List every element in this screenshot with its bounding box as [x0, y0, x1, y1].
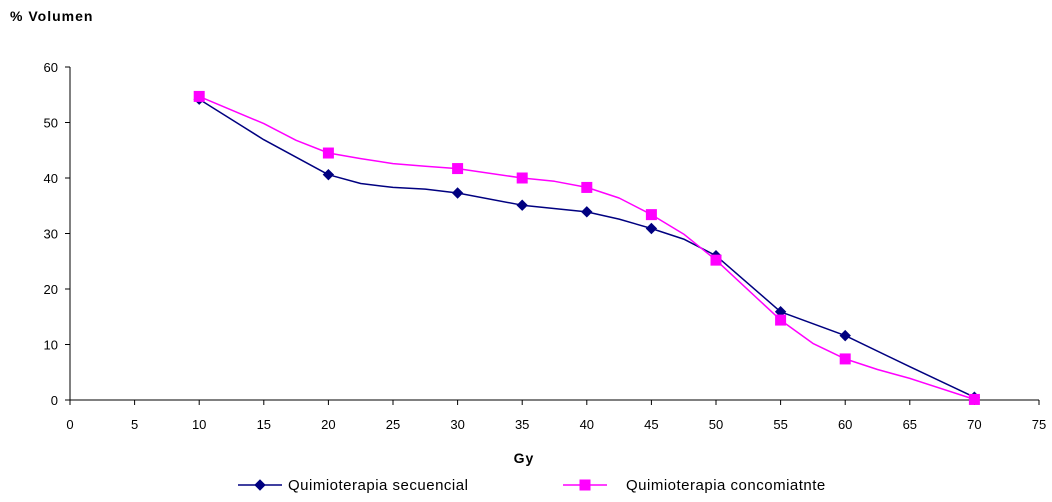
y-tick-label: 40	[44, 171, 58, 186]
x-tick-label: 55	[773, 417, 787, 432]
x-tick-label: 40	[580, 417, 594, 432]
x-tick-label: 45	[644, 417, 658, 432]
y-tick-label: 0	[51, 393, 58, 408]
x-tick-label: 20	[321, 417, 335, 432]
data-point	[839, 329, 851, 342]
y-tick-label: 30	[44, 227, 58, 242]
data-point	[322, 168, 335, 181]
x-tick-label: 30	[450, 417, 464, 432]
data-point	[516, 172, 528, 184]
legend-marker	[579, 479, 591, 491]
y-tick-label: 60	[44, 60, 58, 75]
x-tick-label: 60	[838, 417, 852, 432]
data-point	[581, 206, 593, 218]
series-line	[198, 95, 976, 401]
data-point	[322, 147, 334, 159]
data-point	[710, 254, 722, 266]
legend-label: Quimioterapia secuencial	[288, 477, 468, 494]
y-tick-label: 20	[44, 282, 58, 297]
y-tick-label: 10	[44, 338, 58, 353]
legend-item-2: Quimioterapia concomiatnte	[563, 477, 826, 494]
legend: Quimioterapia secuencial Quimioterapia co…	[238, 477, 826, 494]
data-point	[581, 181, 593, 193]
x-tick-label: 15	[257, 417, 271, 432]
data-point	[839, 353, 851, 365]
series-1	[193, 93, 981, 403]
x-tick-label: 75	[1032, 417, 1046, 432]
legend-marker	[254, 479, 266, 491]
legend-label: Quimioterapia concomiatnte	[626, 477, 826, 494]
x-tick-label: 10	[192, 417, 206, 432]
x-tick-label: 25	[386, 417, 400, 432]
series-layer	[193, 90, 981, 405]
x-tick-label: 5	[131, 417, 138, 432]
data-point	[775, 314, 787, 326]
x-tick-label: 70	[967, 417, 981, 432]
x-tick-label: 35	[515, 417, 529, 432]
series-2	[193, 90, 980, 405]
axes: 0 10 20 30 40 50 60 0 5 10 15 20 25 30 35 40 45 50 55 60 65 7…	[44, 60, 1047, 432]
x-tick-label: 65	[903, 417, 917, 432]
data-point	[451, 187, 464, 199]
data-point	[968, 393, 980, 405]
x-tick-label: 0	[66, 417, 73, 432]
data-point	[452, 163, 464, 175]
legend-item-1: Quimioterapia secuencial	[238, 477, 468, 494]
x-axis-title: Gy	[513, 450, 535, 466]
y-axis-title: % Volumen	[10, 8, 94, 24]
data-point	[645, 222, 658, 235]
data-point	[516, 199, 528, 211]
data-point	[193, 90, 205, 102]
series-line	[198, 98, 976, 398]
x-tick-label: 50	[709, 417, 723, 432]
data-point	[645, 209, 657, 221]
y-tick-label: 50	[44, 116, 58, 131]
